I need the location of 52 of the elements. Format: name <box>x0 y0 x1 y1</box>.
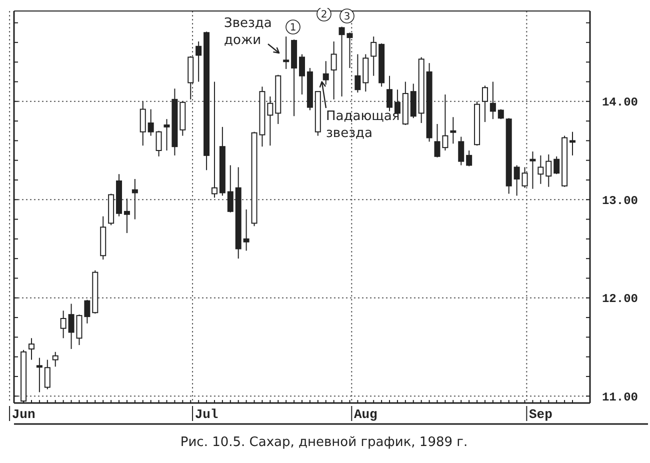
candlestick <box>330 40 337 100</box>
candlestick <box>354 54 361 94</box>
candlestick <box>458 136 464 166</box>
candlestick <box>569 131 576 156</box>
candlestick <box>322 60 329 86</box>
candlestick <box>84 299 90 324</box>
candlestick <box>450 116 456 144</box>
y-tick-label: 11.00 <box>602 390 638 404</box>
candlestick <box>148 108 154 136</box>
candlestick <box>490 81 496 120</box>
candlestick <box>267 96 274 146</box>
text: Рис. 10.5. Сахар, дневной график, 1989 г. <box>180 435 468 450</box>
candlestick <box>546 154 552 188</box>
candlestick <box>211 81 218 198</box>
y-tick-label: 14.00 <box>602 96 638 110</box>
candlestick <box>466 150 472 167</box>
candlestick <box>52 351 58 368</box>
candlestick <box>283 36 290 70</box>
candlestick <box>498 108 504 120</box>
candlestick <box>243 208 250 252</box>
y-tick-label: 12.00 <box>602 292 638 306</box>
candlestick <box>538 154 544 184</box>
candlestick <box>44 359 50 390</box>
candlestick <box>140 100 146 146</box>
candlestick <box>60 310 66 339</box>
candlestick <box>554 156 560 175</box>
annotation: 1 <box>290 22 296 34</box>
candlestick <box>28 338 35 360</box>
candlestick <box>36 357 42 393</box>
annotation: 2 <box>320 10 328 21</box>
candlestick <box>156 130 162 157</box>
annotation: Звезда дожи <box>224 16 272 48</box>
candlestick <box>530 150 536 190</box>
x-tick-label: Aug <box>354 407 378 422</box>
candlestick <box>370 36 377 76</box>
candlestick <box>386 75 393 112</box>
candlestick <box>124 198 130 234</box>
annotation: 3 <box>344 12 350 23</box>
candlestick <box>482 85 488 123</box>
candlestick <box>434 123 440 158</box>
x-tick-label: Jun <box>12 407 36 422</box>
candlestick <box>514 164 520 196</box>
x-tick-label: Sep <box>528 407 553 422</box>
candlestick <box>522 166 528 188</box>
candlestick <box>442 94 448 152</box>
x-tick-label: Jul <box>194 407 218 422</box>
y-tick-label: 13.00 <box>602 194 638 208</box>
candlestick <box>299 54 305 96</box>
candlestick <box>132 178 138 220</box>
candlestick <box>196 40 202 82</box>
annotation: Падающая звезда <box>326 109 400 141</box>
candlestick <box>227 164 234 213</box>
